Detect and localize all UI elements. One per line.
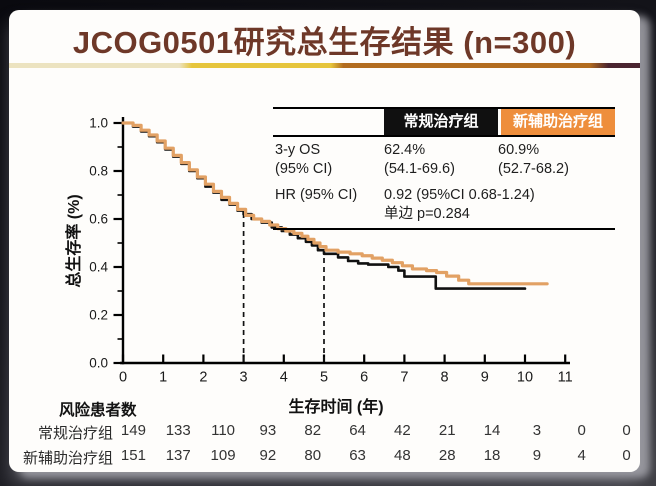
risk-count: 14 <box>483 422 501 439</box>
y-tick-label: 0.8 <box>89 164 108 179</box>
x-tick-label: 7 <box>400 370 408 386</box>
x-tick-label: 9 <box>481 370 489 386</box>
risk-row-label: 新辅助治疗组 <box>22 450 113 467</box>
risk-count: 133 <box>165 422 191 439</box>
risk-count: 21 <box>438 422 456 439</box>
x-tick-label: 8 <box>441 370 449 386</box>
risk-count: 109 <box>210 447 236 464</box>
stats-header-conventional-group: 常规治疗组 <box>384 109 498 135</box>
risk-row-neoadjuvant: 新辅助治疗组 151 137 109 92 80 63 48 28 18 9 4 0 <box>9 447 640 467</box>
risk-count: 3 <box>532 422 542 439</box>
risk-count: 0 <box>622 422 631 439</box>
x-tick-label: 6 <box>360 370 368 386</box>
risk-count: 9 <box>532 447 542 464</box>
risk-count: 110 <box>211 422 236 439</box>
risk-row-conventional: 常规治疗组 149 133 110 93 82 64 42 21 14 3 0 0 <box>9 422 640 442</box>
y-tick-label: 0.0 <box>89 356 108 371</box>
y-tick-label: 1.0 <box>89 116 108 131</box>
risk-count: 0 <box>577 422 586 439</box>
risk-count: 48 <box>394 447 411 464</box>
os-neoadjuvant-value: 60.9% (52.7-68.2) <box>498 142 569 178</box>
x-tick-label: 2 <box>199 370 207 386</box>
survival-curve-neoadjuvant <box>121 121 549 286</box>
os-row-label: 3-y OS (95% CI) <box>275 142 333 178</box>
x-tick-label: 3 <box>240 370 248 386</box>
x-axis-ticks: 0 1 2 3 4 5 6 7 8 9 10 11 <box>119 354 573 386</box>
stats-header-empty-cell <box>273 109 384 135</box>
reference-lines <box>242 214 325 362</box>
page-title: JCOG0501研究总生存结果 (n=300) <box>72 25 577 60</box>
x-tick-label: 1 <box>159 370 167 386</box>
risk-count: 137 <box>165 447 191 464</box>
risk-count: 28 <box>438 447 456 464</box>
risk-count: 149 <box>120 422 146 439</box>
survival-curves <box>121 121 549 290</box>
slide-card: JCOG0501研究总生存结果 (n=300) 0.0 0.2 0.4 0.6 0.8 1… <box>9 10 640 472</box>
y-tick-label: 0.2 <box>89 308 108 323</box>
y-axis-title: 总生存率 (%) <box>64 194 83 287</box>
risk-counts-conventional: 149 133 110 93 82 64 42 21 14 3 0 0 <box>111 422 649 439</box>
risk-table-title: 风险患者数 <box>59 402 137 419</box>
hr-value: 0.92 (95%CI 0.68-1.24) 单边 p=0.284 <box>384 187 535 223</box>
hr-row-label: HR (95% CI) <box>275 187 358 204</box>
y-tick-label: 0.4 <box>89 260 108 275</box>
x-tick-label: 0 <box>119 370 127 386</box>
y-axis-ticks: 0.0 0.2 0.4 0.6 0.8 1.0 <box>89 116 123 371</box>
risk-count: 18 <box>483 447 501 464</box>
stats-header-neoadjuvant-group: 新辅助治疗组 <box>501 109 615 135</box>
risk-counts-neoadjuvant: 151 137 109 92 80 63 48 28 18 9 4 0 <box>111 447 649 464</box>
y-tick-label: 0.6 <box>89 212 108 227</box>
stats-table: 常规治疗组 新辅助治疗组 3-y OS (95% CI) 62.4% (54.1… <box>273 107 615 230</box>
x-tick-label: 11 <box>558 370 573 386</box>
risk-count: 0 <box>622 447 631 464</box>
stats-row-3y-os: 3-y OS (95% CI) 62.4% (54.1-69.6) 60.9% … <box>273 137 615 182</box>
survival-chart: 0.0 0.2 0.4 0.6 0.8 1.0 0 1 2 3 4 5 6 7 8 9 10 11 总生存率 (… <box>64 116 573 416</box>
risk-count: 151 <box>120 447 146 464</box>
stats-table-header: 常规治疗组 新辅助治疗组 <box>273 109 615 137</box>
risk-count: 42 <box>394 422 411 439</box>
risk-count: 92 <box>259 447 277 464</box>
risk-row-label: 常规治疗组 <box>37 425 113 442</box>
risk-count: 64 <box>349 422 366 439</box>
risk-count: 80 <box>304 447 322 464</box>
title-underline <box>9 63 640 68</box>
risk-count: 4 <box>577 447 586 464</box>
x-tick-label: 4 <box>280 370 288 386</box>
x-axis-title: 生存时间 (年) <box>288 397 383 416</box>
x-tick-label: 5 <box>320 370 328 386</box>
x-tick-label: 10 <box>517 370 533 386</box>
stats-row-hr: HR (95% CI) 0.92 (95%CI 0.68-1.24) 单边 p=… <box>273 182 615 227</box>
os-conventional-value: 62.4% (54.1-69.6) <box>384 142 455 178</box>
risk-count: 63 <box>349 447 366 464</box>
risk-count: 82 <box>304 422 322 439</box>
risk-count: 93 <box>259 422 277 439</box>
